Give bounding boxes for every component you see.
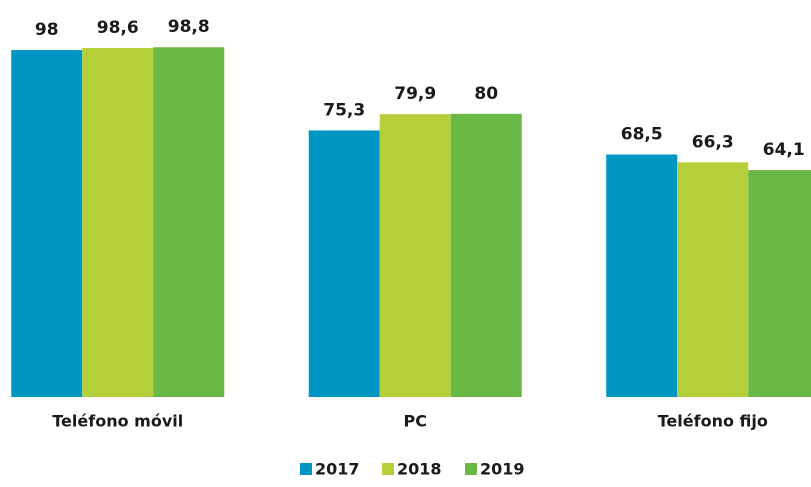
x-tick-label: PC — [404, 412, 427, 431]
bar — [153, 47, 225, 398]
data-label: 79,9 — [394, 84, 436, 104]
data-label: 98,8 — [168, 17, 210, 37]
bar — [308, 130, 380, 398]
data-label: 98 — [35, 20, 59, 40]
legend-swatch — [382, 463, 394, 475]
bar — [748, 170, 811, 397]
legend-swatch — [465, 463, 477, 475]
data-label: 68,5 — [621, 125, 663, 145]
data-label: 64,1 — [763, 140, 805, 160]
data-label: 66,3 — [692, 132, 734, 152]
bar — [677, 162, 749, 397]
bar — [82, 47, 154, 398]
x-tick-label: Teléfono fijo — [658, 412, 768, 431]
bar — [450, 113, 522, 398]
bar — [11, 50, 83, 398]
legend-swatch — [300, 463, 312, 475]
bar — [379, 114, 451, 398]
data-label: 75,3 — [323, 100, 365, 120]
legend-label: 2018 — [397, 460, 442, 479]
data-label: 80 — [474, 84, 498, 104]
data-label: 98,6 — [97, 18, 139, 38]
legend-label: 2017 — [315, 460, 360, 479]
x-tick-label: Teléfono móvil — [52, 412, 183, 431]
legend-label: 2019 — [480, 460, 525, 479]
bar — [606, 154, 678, 397]
